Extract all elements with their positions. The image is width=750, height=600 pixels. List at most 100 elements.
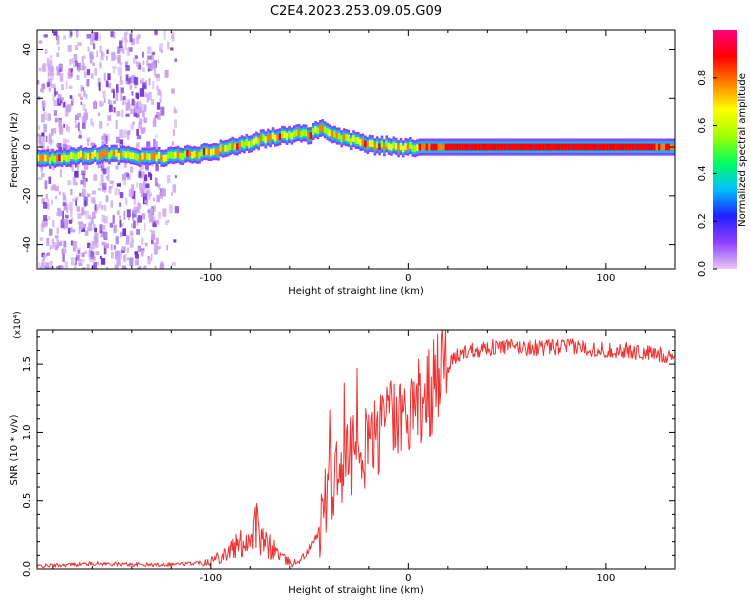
heatmap-cell (549, 143, 552, 151)
heatmap-cell (90, 251, 95, 259)
heatmap-cell (146, 141, 151, 150)
heatmap-cell (136, 182, 138, 188)
heatmap-cell (47, 66, 52, 75)
heatmap-cell (138, 171, 143, 179)
heatmap-cell (665, 143, 668, 151)
heatmap-cell (326, 127, 329, 135)
heatmap-cell (56, 66, 61, 71)
heatmap-cell (54, 117, 58, 123)
heatmap-cell (122, 96, 126, 100)
heatmap-cell (37, 154, 40, 162)
heatmap-cell (46, 154, 50, 161)
heatmap-cell (226, 144, 230, 152)
heatmap-cell (159, 192, 163, 199)
heatmap-cell (119, 80, 124, 85)
heatmap-cell (77, 213, 82, 219)
heatmap-cell (114, 264, 119, 269)
heatmap-cell (42, 135, 45, 142)
heatmap-cell (99, 100, 103, 108)
heatmap-cell (54, 91, 58, 95)
heatmap-cell (139, 118, 143, 125)
heatmap-cell (136, 142, 140, 149)
heatmap-cell (115, 149, 118, 157)
heatmap-cell (148, 211, 150, 218)
heatmap-cell (87, 193, 91, 198)
heatmap-cell (52, 94, 55, 101)
spectrogram-panel: -100 0 100 -40 -20 0 20 40 Height of straight l… (9, 29, 676, 297)
heatmap-cell (639, 143, 642, 151)
heatmap-cell (454, 143, 457, 151)
heatmap-cell (567, 143, 571, 151)
heatmap-cell (631, 143, 635, 151)
heatmap-cell (69, 95, 73, 99)
heatmap-cell (57, 207, 61, 212)
heatmap-cell (109, 100, 112, 109)
heatmap-cell (105, 135, 108, 145)
heatmap-cell (111, 88, 115, 93)
heatmap-cell (51, 83, 56, 89)
heatmap-cell (541, 143, 545, 151)
spectrogram-ticks: -100 0 100 -40 -20 0 20 40 (22, 30, 675, 284)
heatmap-cell (591, 143, 595, 151)
heatmap-cell (158, 245, 162, 250)
heatmap-cell (104, 243, 109, 249)
heatmap-cell (131, 74, 136, 84)
heatmap-cell (508, 143, 512, 151)
heatmap-cell (174, 119, 177, 128)
heatmap-cell (224, 145, 227, 152)
heatmap-cell (444, 143, 448, 151)
heatmap-cell (103, 138, 106, 147)
heatmap-cell (134, 107, 138, 114)
heatmap-cell (121, 48, 125, 54)
heatmap-cell (130, 108, 133, 115)
heatmap-cell (252, 138, 256, 146)
heatmap-cell (653, 143, 656, 151)
heatmap-cell (74, 170, 79, 178)
heatmap-cell (103, 133, 106, 138)
heatmap-cell (82, 174, 85, 179)
heatmap-cell (114, 252, 120, 260)
heatmap-cell (113, 107, 116, 113)
heatmap-cell (93, 262, 98, 269)
heatmap-cell (285, 132, 289, 140)
heatmap-cell (121, 37, 124, 43)
heatmap-cell (136, 153, 140, 161)
heatmap-cell (91, 269, 94, 277)
heatmap-cell (131, 98, 135, 106)
heatmap-cell (120, 268, 124, 269)
heatmap-cell (51, 199, 53, 205)
heatmap-cell (40, 223, 44, 232)
heatmap-cell (119, 129, 123, 138)
heatmap-cell (120, 249, 125, 253)
heatmap-cell (75, 257, 77, 265)
heatmap-cell (69, 201, 73, 210)
heatmap-cell (98, 151, 102, 159)
heatmap-cell (154, 30, 158, 35)
heatmap-cell (45, 266, 49, 269)
heatmap-cell (76, 62, 81, 71)
heatmap-cell (144, 265, 147, 269)
heatmap-cell (489, 143, 493, 151)
heatmap-cell (130, 233, 134, 242)
heatmap-cell (62, 210, 64, 220)
heatmap-cell (62, 202, 66, 206)
heatmap-cell (620, 143, 623, 151)
heatmap-cell (51, 65, 54, 72)
heatmap-cell (115, 236, 119, 245)
heatmap-cell (49, 228, 53, 236)
heatmap-cell (82, 115, 87, 123)
heatmap-cell (596, 143, 599, 151)
heatmap-cell (54, 185, 59, 192)
heatmap-cell (319, 125, 322, 132)
heatmap-cell (539, 143, 543, 151)
heatmap-cell (605, 143, 609, 151)
heatmap-cell (148, 218, 154, 223)
heatmap-cell (146, 152, 149, 160)
heatmap-cell (129, 84, 133, 90)
heatmap-cell (41, 198, 45, 204)
heatmap-cell (43, 123, 47, 133)
heatmap-cell (48, 216, 51, 220)
heatmap-cell (49, 245, 52, 251)
heatmap-cell (99, 255, 102, 259)
heatmap-cell (425, 143, 429, 151)
